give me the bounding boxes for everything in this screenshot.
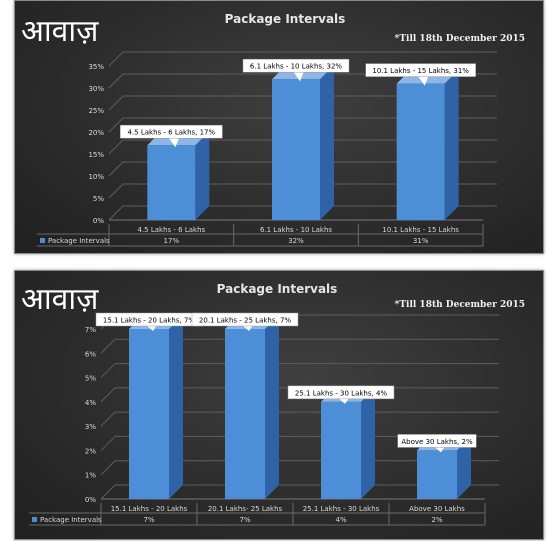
- y-tick-label: 4%: [85, 399, 96, 407]
- y-tick-label: 15%: [88, 151, 104, 159]
- y-tick-label: 7%: [85, 326, 96, 334]
- table-value: 31%: [413, 237, 429, 245]
- gridline-depth: [108, 95, 124, 111]
- bar-side: [457, 436, 471, 499]
- bar-side: [320, 65, 334, 220]
- legend-label: Package Intervals: [40, 516, 102, 524]
- data-label-box: [397, 434, 477, 448]
- gridline-depth: [108, 117, 124, 133]
- bar: [147, 145, 196, 220]
- data-label: 10.1 Lakhs - 15 Lakhs, 31%: [372, 67, 469, 75]
- table-value: 7%: [239, 516, 250, 524]
- gridline-depth: [108, 73, 124, 89]
- data-label: 15.1 Lakhs - 20 Lakhs, 7%: [103, 317, 195, 325]
- gridline-depth: [100, 411, 116, 427]
- x-tick-label: 6.1 Lakhs - 10 Lakhs: [260, 226, 332, 234]
- y-tick-label: 30%: [88, 85, 104, 93]
- data-label: Above 30 Lakhs, 2%: [401, 438, 473, 446]
- chart-svg-bottom: आवाज़ Package Intervals *Till 18th Decem…: [21, 282, 525, 526]
- gridline-depth: [100, 460, 116, 476]
- data-label-pointer: [168, 137, 180, 148]
- bar: [225, 329, 265, 499]
- y-tick-label: 5%: [85, 375, 96, 383]
- data-label-box: [287, 385, 395, 400]
- chart-panel-bottom: आवाज़ Package Intervals *Till 18th Decem…: [14, 270, 544, 540]
- data-label-pointer: [293, 71, 304, 82]
- data-label-pointer: [146, 325, 157, 331]
- y-tick-label: 10%: [88, 173, 104, 181]
- data-label-box: [120, 124, 223, 139]
- gridline-depth: [108, 161, 124, 177]
- data-label-pointer: [434, 446, 445, 453]
- data-label: 25.1 Lakhs - 30 Lakhs, 4%: [295, 389, 387, 397]
- legend-swatch: [32, 517, 37, 522]
- gridline-depth: [100, 338, 116, 354]
- bar-side: [169, 315, 183, 499]
- y-tick-label: 35%: [88, 63, 104, 71]
- bar: [129, 329, 169, 499]
- bar: [272, 79, 320, 220]
- table-value: 17%: [164, 237, 180, 245]
- chart-panel-top: आवाज़ Package Intervals *Till 18th Decem…: [14, 0, 544, 254]
- table-value: 7%: [143, 516, 154, 524]
- bar: [417, 450, 457, 499]
- y-tick-label: 3%: [85, 423, 96, 431]
- gridline-depth: [108, 139, 124, 155]
- table-value: 4%: [335, 516, 346, 524]
- chart-note: *Till 18th December 2015: [395, 34, 525, 44]
- x-tick-label: 20.1 Lakhs- 25 Lakhs: [208, 505, 283, 513]
- gridline-depth: [108, 205, 124, 221]
- data-label: 20.1 Lakhs - 25 Lakhs, 7%: [199, 317, 291, 325]
- legend-label: Package Intervals: [48, 237, 110, 245]
- x-tick-label: 15.1 Lakhs - 20 Lakhs: [111, 505, 188, 513]
- table-value: 32%: [288, 237, 304, 245]
- chart-title: Package Intervals: [225, 12, 346, 26]
- x-tick-label: 10.1 Lakhs - 15 Lakhs: [382, 226, 459, 234]
- gridline-depth: [100, 436, 116, 451]
- bar-side: [361, 387, 375, 499]
- chart-title: Package Intervals: [217, 282, 338, 296]
- data-label-box: [242, 58, 350, 73]
- legend-swatch: [40, 238, 45, 243]
- chart-svg-top: आवाज़ Package Intervals *Till 18th Decem…: [21, 12, 525, 247]
- data-label: 6.1 Lakhs - 10 Lakhs, 32%: [250, 63, 342, 71]
- y-tick-label: 0%: [93, 217, 104, 225]
- y-tick-label: 20%: [88, 129, 104, 137]
- data-label-pointer: [417, 75, 429, 86]
- chart-note: *Till 18th December 2015: [395, 300, 525, 310]
- bar-side: [444, 69, 459, 220]
- y-tick-label: 0%: [85, 496, 96, 504]
- bar-side: [195, 131, 210, 220]
- data-label-box: [191, 312, 299, 327]
- logo: आवाज़: [21, 14, 99, 49]
- data-label-pointer: [242, 325, 253, 331]
- gridline-depth: [100, 363, 116, 378]
- y-tick-label: 1%: [85, 472, 96, 480]
- gridline-depth: [100, 387, 116, 403]
- gridline-depth: [100, 484, 116, 500]
- data-label-pointer: [338, 397, 349, 404]
- bar-side: [265, 315, 279, 499]
- logo: आवाज़: [21, 282, 99, 317]
- bar: [321, 401, 361, 499]
- table-value: 2%: [431, 516, 442, 524]
- y-tick-label: 6%: [85, 350, 96, 358]
- data-label: 4.5 Lakhs - 6 Lakhs, 17%: [127, 129, 215, 137]
- y-tick-label: 25%: [88, 107, 104, 115]
- x-tick-label: 25.1 Lakhs - 30 Lakhs: [303, 505, 380, 513]
- gridline-depth: [108, 183, 124, 199]
- gridline-depth: [108, 51, 124, 67]
- x-tick-label: 4.5 Lakhs - 6 Lakhs: [137, 226, 205, 234]
- x-tick-label: Above 30 Lakhs: [409, 505, 465, 513]
- bar: [396, 83, 445, 220]
- y-tick-label: 2%: [85, 447, 96, 455]
- y-tick-label: 5%: [93, 195, 104, 203]
- data-label-box: [365, 63, 476, 77]
